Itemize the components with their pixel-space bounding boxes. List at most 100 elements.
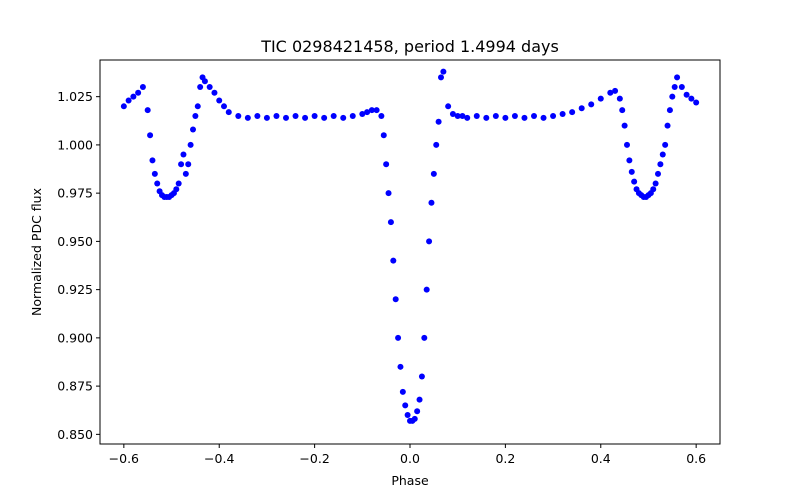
y-tick-label: 0.925 <box>57 282 93 297</box>
data-point <box>659 151 666 158</box>
y-tick-label: 0.975 <box>57 186 93 201</box>
data-point <box>144 107 151 114</box>
x-tick-label: 0.6 <box>686 451 706 466</box>
data-point <box>578 105 585 112</box>
data-point <box>423 286 430 293</box>
data-point <box>390 257 397 264</box>
data-point <box>445 103 452 110</box>
data-point <box>626 157 633 164</box>
data-point <box>550 112 557 119</box>
data-point <box>125 97 132 104</box>
data-point <box>182 170 189 177</box>
y-tick-label: 1.025 <box>57 89 93 104</box>
data-point <box>387 219 394 226</box>
data-point <box>154 180 161 187</box>
y-axis-label: Normalized PDC flux <box>29 188 44 316</box>
data-point <box>440 68 447 75</box>
data-point <box>616 95 623 102</box>
data-point <box>483 114 490 121</box>
data-point <box>147 132 154 139</box>
data-point <box>244 114 251 121</box>
data-point <box>383 161 390 168</box>
x-tick-label: −0.6 <box>109 451 139 466</box>
x-tick-label: −0.4 <box>204 451 234 466</box>
data-point <box>311 112 318 119</box>
data-point <box>402 402 409 409</box>
data-point <box>678 84 685 91</box>
data-point <box>666 107 673 114</box>
data-point <box>135 89 142 96</box>
data-point <box>292 112 299 119</box>
data-point <box>688 95 695 102</box>
data-point <box>607 89 614 96</box>
data-point <box>521 114 528 121</box>
data-point <box>612 87 619 94</box>
data-point <box>619 107 626 114</box>
data-point <box>283 114 289 121</box>
data-point <box>426 238 433 245</box>
data-point <box>433 141 440 148</box>
data-point <box>385 190 392 197</box>
data-point <box>540 114 547 121</box>
data-point <box>435 118 442 125</box>
data-point <box>657 161 664 168</box>
data-point <box>130 93 137 100</box>
data-point <box>380 132 387 139</box>
data-point <box>206 84 213 91</box>
data-point <box>211 89 218 96</box>
data-point <box>263 114 270 121</box>
data-point <box>321 114 328 121</box>
data-point <box>216 97 223 104</box>
data-point <box>302 114 309 121</box>
y-tick-label: 0.950 <box>57 234 93 249</box>
data-point <box>187 141 194 148</box>
data-point <box>178 161 185 168</box>
data-point <box>674 74 681 81</box>
data-point <box>454 112 461 119</box>
data-point <box>464 114 471 121</box>
data-point <box>273 112 280 119</box>
data-point <box>416 396 423 403</box>
x-tick-label: −0.2 <box>299 451 329 466</box>
data-point <box>662 141 669 148</box>
x-tick-label: 0.2 <box>495 451 515 466</box>
data-point <box>192 112 199 119</box>
data-point <box>628 168 635 175</box>
data-point <box>449 111 456 118</box>
y-tick-label: 0.875 <box>57 379 93 394</box>
x-axis-ticks: −0.6 −0.4 −0.2 0.0 0.2 0.4 0.6 <box>109 444 706 466</box>
data-point <box>368 107 375 114</box>
data-point <box>624 141 630 148</box>
data-point <box>459 112 466 119</box>
data-point <box>502 114 509 121</box>
data-point <box>392 296 399 303</box>
y-axis-ticks: 0.850 0.875 0.900 0.925 0.950 0.975 1.000 1.025 <box>57 89 100 442</box>
data-point <box>652 180 659 187</box>
data-point <box>180 151 187 158</box>
data-point <box>149 157 156 164</box>
data-point <box>473 112 480 119</box>
data-point <box>397 363 404 370</box>
data-point <box>364 109 371 116</box>
data-point <box>597 95 604 102</box>
data-point <box>650 186 657 193</box>
data-point <box>185 161 192 168</box>
data-point <box>330 112 337 119</box>
data-point <box>120 103 127 110</box>
data-point <box>664 122 671 129</box>
data-point <box>569 109 576 116</box>
data-point <box>399 388 406 395</box>
data-point <box>340 114 347 121</box>
data-point <box>531 112 537 119</box>
data-point <box>655 170 661 177</box>
data-point <box>631 178 638 185</box>
data-point <box>225 109 232 116</box>
data-point <box>438 74 444 81</box>
data-point <box>421 334 428 341</box>
data-point <box>139 84 146 91</box>
data-point <box>559 111 566 118</box>
data-point <box>511 112 518 119</box>
data-point <box>373 107 380 114</box>
data-point <box>349 112 356 119</box>
